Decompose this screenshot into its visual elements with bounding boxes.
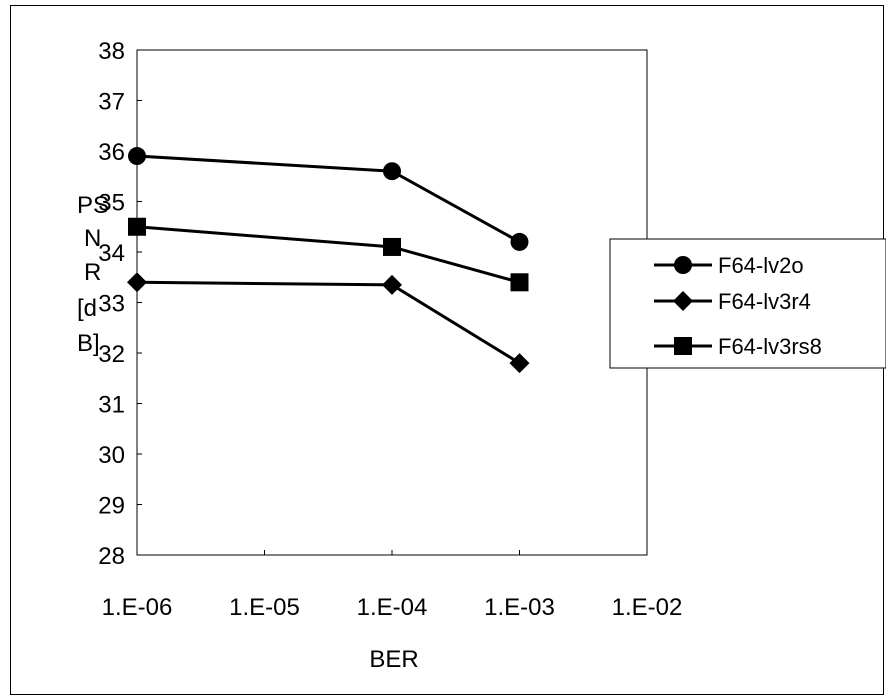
y-tick-label: 38 — [98, 38, 125, 65]
y-axis-label-line: N — [84, 225, 101, 252]
y-axis-label-line: PS — [77, 192, 109, 219]
y-tick-label: 28 — [98, 543, 125, 570]
legend-item: F64-lv2o — [654, 253, 804, 278]
series-F64-lv2o — [128, 147, 529, 251]
y-tick-label: 34 — [98, 240, 125, 267]
data-point — [510, 232, 529, 251]
x-tick-label: 1.E-06 — [102, 594, 173, 621]
series-layer — [127, 147, 530, 374]
legend: F64-lv2o F64-lv3r4 F64-lv3rs8 — [609, 238, 886, 369]
y-tick-label: 31 — [98, 392, 125, 419]
data-point — [383, 162, 401, 181]
series-F64-lv3r4 — [127, 272, 530, 374]
x-tick-label: 1.E-04 — [357, 594, 428, 621]
data-point — [509, 353, 530, 374]
y-tick-label: 37 — [98, 89, 125, 116]
y-axis-label-line: R — [84, 259, 101, 286]
data-point — [382, 274, 402, 295]
y-axis-label-line: [d — [77, 295, 97, 322]
plot-area — [136, 49, 648, 556]
y-axis: 28 29 30 31 32 33 34 35 36 37 38 — [98, 38, 142, 570]
x-axis: 1.E-06 1.E-05 1.E-04 1.E-03 1.E-02 — [102, 550, 683, 621]
y-tick-label: 29 — [98, 493, 125, 520]
y-tick-label: 33 — [98, 291, 125, 318]
legend-label: F64-lv3r4 — [718, 289, 811, 314]
legend-item: F64-lv3rs8 — [654, 334, 822, 359]
x-tick-label: 1.E-02 — [612, 594, 683, 621]
y-tick-label: 32 — [98, 341, 125, 368]
data-point — [383, 237, 401, 256]
series-line — [136, 225, 520, 284]
legend-item: F64-lv3r4 — [654, 289, 811, 314]
legend-label: F64-lv3rs8 — [718, 334, 822, 359]
y-tick-label: 35 — [98, 190, 125, 217]
legend-marker — [674, 256, 692, 274]
series-line — [136, 280, 521, 365]
legend-marker — [673, 291, 693, 311]
x-tick-label: 1.E-03 — [484, 594, 555, 621]
legend-label: F64-lv2o — [718, 253, 804, 278]
x-tick-label: 1.E-05 — [229, 594, 300, 621]
data-point — [510, 273, 529, 292]
y-axis-label-line: B] — [77, 330, 100, 357]
x-axis-label: BER — [369, 646, 418, 673]
y-tick-label: 36 — [98, 139, 125, 166]
series-line — [136, 154, 521, 244]
data-point — [127, 272, 147, 293]
data-point — [128, 147, 146, 166]
legend-marker — [674, 337, 692, 355]
data-point — [128, 217, 146, 236]
y-axis-label: PS NR [d B] — [77, 192, 109, 357]
y-tick-label: 30 — [98, 442, 125, 469]
series-F64-lv3rs8 — [128, 217, 529, 292]
